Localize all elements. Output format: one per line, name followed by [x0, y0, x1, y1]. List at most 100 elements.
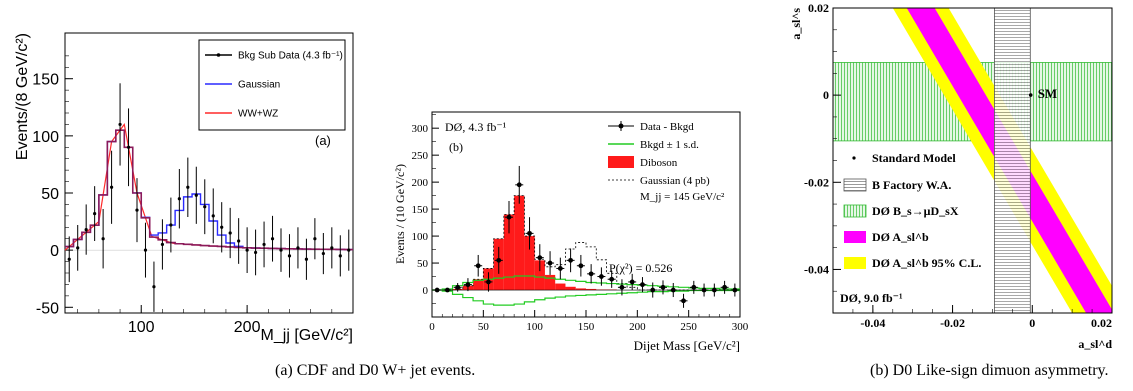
data-point: [135, 208, 139, 212]
x-tick-label: 0: [429, 321, 435, 333]
data-point: [568, 257, 573, 263]
y-tick-label: 0: [423, 285, 429, 297]
panel-label: (a): [315, 133, 331, 148]
legend-label: Gaussian (4 pb): [640, 175, 710, 187]
data-point: [67, 257, 71, 261]
legend-marker: [618, 123, 624, 129]
y-tick-label: 150: [412, 204, 429, 216]
y-tick-label: 300: [412, 123, 429, 135]
standard-model-point: [1028, 93, 1033, 97]
legend-swatch-sm: [852, 156, 856, 160]
data-point: [262, 242, 266, 247]
diboson-bar: [473, 279, 484, 291]
diboson-bar: [503, 214, 515, 291]
x-tick-label: 300: [732, 321, 749, 333]
y-tick-label: 150: [32, 72, 59, 89]
data-point: [691, 284, 697, 290]
x-tick-label: 50: [478, 321, 490, 333]
diboson-bar: [586, 288, 597, 291]
data-point: [475, 263, 481, 269]
mass-label: M_jj = 145 GeV/c²: [640, 191, 725, 203]
data-point: [578, 263, 584, 269]
data-point: [516, 182, 522, 188]
data-point: [313, 237, 317, 241]
y-tick-label: 0: [50, 243, 59, 260]
legend: Bkg Sub Data (4.3 fb⁻¹) Gaussian WW+WZ: [198, 39, 346, 131]
data-point: [486, 279, 491, 285]
legend-label: DØ B_s→μD_sX: [872, 204, 959, 218]
x-tick-label: 200: [234, 319, 261, 336]
data-point: [711, 287, 717, 293]
y-tick-label: -50: [36, 300, 59, 317]
data-point: [347, 248, 351, 252]
legend-label: Standard Model: [872, 151, 956, 165]
chi2-label: P(χ²) = 0.526: [609, 261, 672, 275]
data-point: [557, 266, 563, 271]
x-tick-label: -0.04: [860, 316, 885, 330]
data-point: [253, 250, 258, 255]
data-point: [338, 254, 342, 258]
y-tick-label: -0.04: [804, 262, 829, 276]
sm-label: SM: [1038, 86, 1058, 101]
data-point: [650, 287, 656, 293]
data-point: [93, 211, 97, 216]
x-tick-label: 250: [680, 321, 697, 333]
band-lower: [432, 289, 740, 306]
legend-label: Diboson: [640, 157, 678, 169]
y-axis-label: Events/(8 GeV/c²): [14, 33, 31, 160]
d0-asymmetry-panel: SM -0.04 -0.02 0 0.02 -0.04 -0.02 0 0.02 DØ, 9.0 …: [789, 1, 1113, 351]
legend-swatch-bfactory: [843, 178, 867, 192]
y-axis-label: Events / (10 GeV/c²): [393, 164, 407, 264]
legend-label: Gaussian: [238, 80, 280, 91]
legend-label: Bkgd ± 1 s.d.: [640, 139, 699, 151]
data-point: [496, 257, 502, 263]
data-point: [506, 214, 512, 220]
data-point: [84, 227, 88, 232]
data-point: [619, 284, 625, 290]
dataset-annotation: DØ, 4.3 fb⁻¹: [445, 120, 507, 134]
caption-right: (b) D0 Like-sign dimuon asymmetry.: [870, 362, 1109, 379]
diboson-bar: [565, 286, 576, 291]
data-point: [194, 193, 198, 197]
data-point: [304, 257, 309, 261]
data-point: [169, 223, 173, 227]
data-point: [101, 237, 105, 241]
data-point: [445, 287, 450, 293]
data-point: [547, 260, 553, 266]
legend-label: DØ A_sl^b 95% C.L.: [872, 256, 981, 270]
plot-content: SM: [833, 8, 1112, 313]
x-tick-label: 0: [1029, 316, 1035, 330]
panel-label: (b): [449, 140, 463, 154]
legend-label: B Factory W.A.: [872, 178, 951, 192]
data-point: [245, 248, 249, 252]
data-point: [203, 205, 207, 209]
data-point: [220, 225, 224, 229]
data-point: [588, 271, 594, 277]
data-point: [109, 185, 114, 189]
data-point: [455, 284, 461, 290]
y-tick-label: 200: [412, 177, 429, 189]
d0-dijet-panel: 0 50 100 150 200 250 300 0 50 100 150 200 250 300 DØ, …: [393, 111, 749, 353]
data-point: [160, 242, 165, 247]
diboson-bar: [524, 236, 535, 291]
data-point: [660, 284, 666, 290]
legend-label: WW+WZ: [238, 109, 278, 120]
data-point: [640, 282, 645, 288]
x-tick-label: -0.02: [940, 316, 965, 330]
legend-label: DØ A_sl^b: [872, 230, 929, 244]
diboson-bar: [575, 288, 586, 291]
data-point: [732, 287, 738, 293]
x-axis-label: Dijet Mass [GeV/c²]: [634, 338, 740, 353]
data-point: [143, 248, 148, 252]
data-point: [296, 246, 300, 250]
y-tick-label: 100: [32, 129, 59, 146]
y-tick-label: 0.02: [808, 1, 829, 15]
data-point: [287, 254, 292, 258]
legend-swatch-asl: [844, 231, 866, 243]
data-point: [126, 145, 131, 149]
data-point: [228, 231, 232, 235]
data-point: [321, 251, 325, 256]
b-factory-band: [994, 8, 1031, 313]
data-point: [465, 282, 471, 288]
diboson-bar: [534, 260, 545, 291]
